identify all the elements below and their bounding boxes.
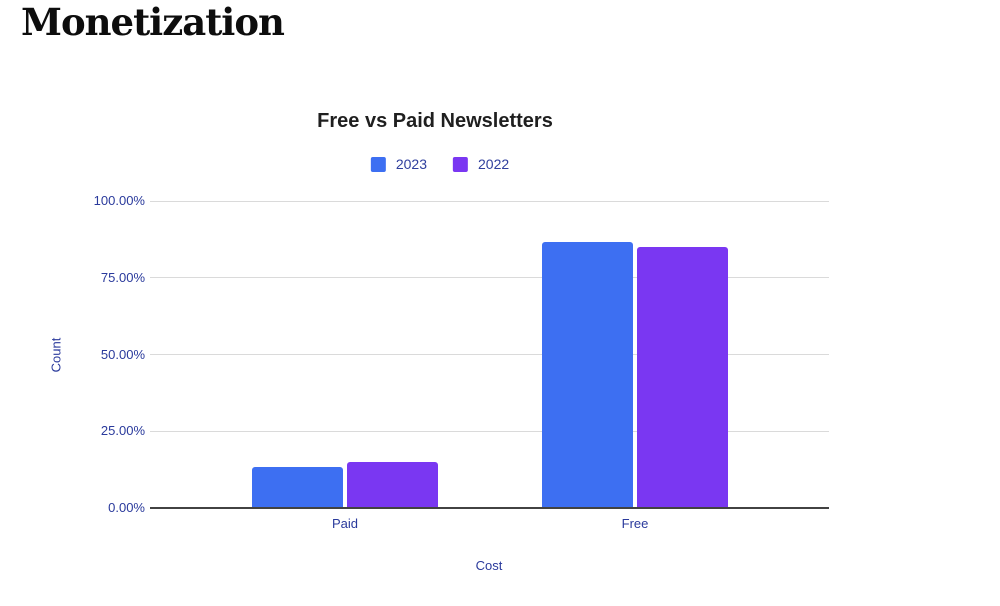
bar-paid-2022 xyxy=(347,462,438,508)
section-heading: Monetization xyxy=(21,0,285,44)
x-axis-title: Cost xyxy=(475,558,503,573)
legend-label: 2023 xyxy=(395,156,427,172)
bar-free-2023 xyxy=(542,242,633,508)
chart-legend: 2023 2022 xyxy=(370,156,509,172)
x-axis-line xyxy=(150,507,829,509)
bar-free-2022 xyxy=(637,246,728,508)
x-tick-label: Free xyxy=(621,516,649,531)
plot-area xyxy=(150,200,829,509)
legend-item-2022: 2022 xyxy=(453,156,509,172)
gridline xyxy=(150,277,829,279)
legend-item-2023: 2023 xyxy=(370,156,427,172)
legend-swatch-icon xyxy=(370,156,386,172)
y-tick-label: 25.00% xyxy=(100,423,145,439)
x-tick-label: Paid xyxy=(331,516,359,531)
chart-title: Free vs Paid Newsletters xyxy=(317,110,553,132)
legend-label: 2022 xyxy=(478,156,510,172)
legend-swatch-icon xyxy=(453,156,468,172)
gridline xyxy=(150,354,829,355)
gridline xyxy=(150,200,829,202)
bar-paid-2023 xyxy=(252,466,343,508)
y-tick-label: 0.00% xyxy=(108,500,145,515)
gridline xyxy=(150,430,829,432)
y-tick-label: 75.00% xyxy=(100,269,145,285)
y-tick-label: 100.00% xyxy=(93,193,145,208)
y-tick-label: 50.00% xyxy=(100,346,145,362)
